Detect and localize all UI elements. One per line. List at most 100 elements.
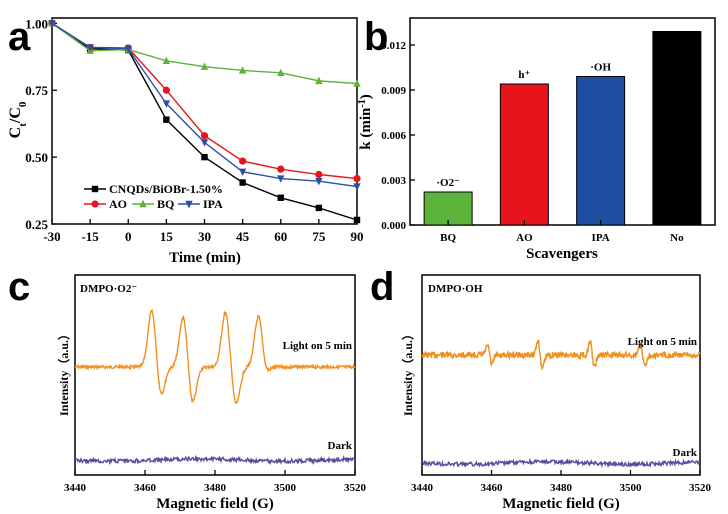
panel-a-chart: 0.25 0.50 0.75 1.00 -30 -15 0 15 30 45 60 75 90 Tim… (7, 16, 364, 266)
panel-a-point (353, 183, 361, 191)
panel-d-light-label: Light on 5 min (628, 336, 697, 348)
panel-a-xtick-label: 75 (312, 229, 326, 244)
panel-b-xtick-label: AO (516, 232, 533, 244)
panel-a-point (353, 174, 361, 183)
panel-a-point (162, 100, 171, 108)
panel-b-bar-label: ·O2⁻ (436, 177, 460, 189)
panel-a-point (163, 116, 170, 123)
panel-a-xtick-label: 60 (274, 229, 287, 244)
panel-d-inset-label: DMPO·OH (428, 283, 483, 295)
panel-letter-a: a (8, 15, 31, 59)
panel-b-bar-ipa (576, 76, 626, 226)
panel-b-ytick-label: 0.006 (381, 130, 406, 142)
panel-a-point (200, 139, 209, 147)
panel-a-ylabel-slash: /C (7, 107, 24, 124)
panel-a-point (315, 204, 323, 212)
panel-d-ylabel: Intensity（a.u.） (400, 328, 415, 416)
legend-marker (185, 200, 193, 209)
panel-a-point (277, 68, 285, 77)
panel-b-ytick-label: 0.012 (381, 40, 406, 52)
panel-a-ylabel-t: t (17, 123, 29, 127)
panel-b-xtick-label: IPA (592, 232, 610, 244)
panel-letter-b: b (364, 15, 388, 59)
panel-d-chart: 3440 3460 3480 3500 3520 DMPO·OH Light on 5 … (400, 274, 712, 512)
panel-a-point (86, 44, 94, 52)
panel-a-point (238, 168, 247, 177)
panel-a-point (200, 132, 209, 140)
panel-a-point (239, 157, 247, 165)
panel-a-point (200, 62, 209, 70)
panel-a-xtick-label: 45 (236, 229, 250, 244)
panel-a-point (201, 153, 208, 161)
panel-b-xlabel: Scavengers (526, 246, 598, 262)
panel-a-point (353, 79, 361, 87)
xtick-label: 3500 (620, 482, 643, 494)
panel-d-xlabel: Magnetic field (G) (502, 496, 619, 512)
xtick-label: 3500 (274, 482, 297, 494)
xtick-label: 3440 (64, 482, 87, 494)
panel-a-point (315, 76, 323, 85)
panel-b-bar-bq (423, 191, 473, 226)
panel-letter-c: c (8, 265, 30, 309)
panel-b-xtick-label: BQ (440, 232, 456, 244)
panel-letter-d: d (370, 265, 394, 309)
panel-a-ytick-label: 0.75 (25, 83, 48, 98)
panel-c-light-label: Light on 5 min (283, 340, 352, 352)
panel-a-point (353, 216, 361, 224)
panel-a-point (315, 170, 323, 179)
panel-b-bar-no (652, 31, 702, 226)
panel-d-dark-label: Dark (673, 447, 698, 459)
panel-a-point (124, 45, 132, 53)
panel-c-dark-label: Dark (328, 440, 353, 452)
panel-a-point (315, 177, 323, 186)
panel-a-ylabel-0: 0 (17, 101, 29, 107)
panel-a-ytick-label: 1.00 (25, 16, 48, 31)
xtick-label: 3520 (344, 482, 367, 494)
xtick-label: 3460 (481, 482, 504, 494)
panel-b-ytick-label: 0.003 (381, 175, 406, 187)
panel-a-ylabel-c: C (7, 127, 24, 139)
legend-label: BQ (157, 197, 174, 211)
xtick-label: 3480 (204, 482, 227, 494)
panel-b-bar-ao (499, 83, 549, 226)
panel-b-ytick-label: 0.000 (381, 220, 406, 232)
legend-marker (91, 200, 99, 208)
panel-b-ylabel-end: ) (358, 94, 374, 99)
panel-d-frame (421, 274, 701, 476)
legend-label: CNQDs/BiOBr-1.50% (109, 182, 223, 196)
panel-b-chart: 0.000 0.003 0.006 0.009 0.012 BQ ·O2⁻ AO h⁺ IPA ·… (357, 17, 716, 262)
panel-b-ylabel-main: k (min (358, 107, 374, 150)
panel-a-point (239, 179, 246, 186)
panel-a-xtick-label: 30 (198, 229, 211, 244)
panel-a-point (277, 165, 285, 173)
panel-a-xlabel: Time (min) (169, 250, 241, 266)
panel-a-xtick-label: 15 (160, 229, 174, 244)
panel-a-series-line-3 (51, 22, 358, 188)
panel-c-frame (74, 274, 356, 476)
panel-b-xtick-label: No (670, 232, 684, 244)
panel-a-point (277, 194, 284, 201)
xtick-label: 3440 (411, 482, 434, 494)
legend-label: AO (109, 197, 127, 211)
panel-c-light-spectrum (74, 308, 356, 405)
panel-a-xtick-label: -15 (81, 229, 99, 244)
panel-a-ytick-label: 0.50 (25, 150, 48, 165)
panel-b-bar-label: h⁺ (518, 69, 530, 81)
panel-c-chart: 3440 3460 3480 3500 3520 DMPO·O2⁻ Light on 5… (56, 274, 367, 512)
panel-a-point (238, 66, 247, 74)
panel-d-light-spectrum (421, 339, 701, 371)
xtick-label: 3520 (689, 482, 712, 494)
panel-a-ylabel: Ct/C0 (7, 101, 29, 138)
panel-c-dark-spectrum (74, 454, 356, 466)
panel-a-point (162, 56, 171, 65)
panel-a-point (277, 175, 285, 183)
panel-a-ytick-label: 0.25 (25, 217, 48, 232)
panel-b-ylabel-sup: -1 (357, 99, 368, 107)
xtick-label: 3460 (134, 482, 157, 494)
panel-c-inset-label: DMPO·O2⁻ (80, 283, 137, 295)
panel-a-xtick-label: 0 (125, 229, 132, 244)
legend-label: IPA (203, 197, 223, 211)
panel-b-bar-label: ·OH (590, 62, 611, 74)
panel-d-dark-spectrum (421, 457, 701, 469)
panel-b-ylabel: k (min-1) (357, 94, 375, 149)
